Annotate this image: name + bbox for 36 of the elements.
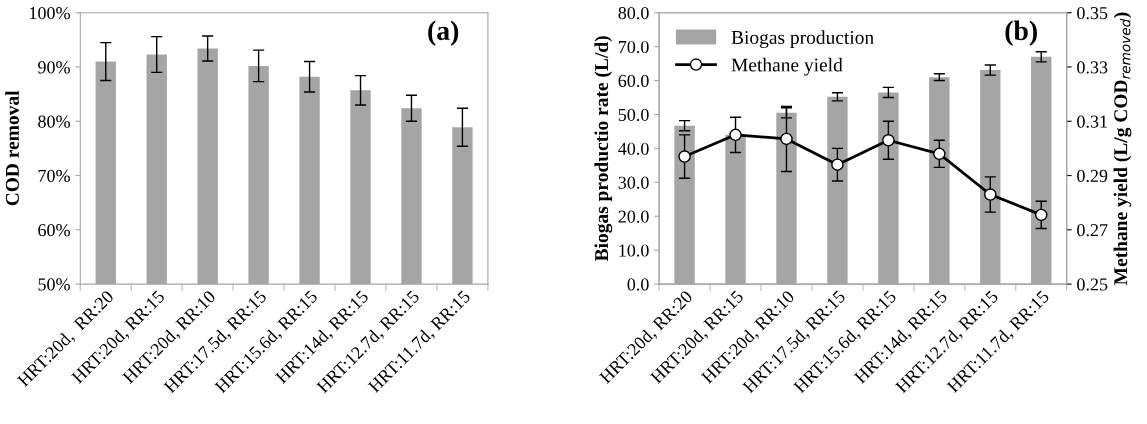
annotation: (b)	[1005, 20, 1037, 46]
y-tick-label: 100%	[30, 6, 70, 20]
y-tick-label: 40.0	[618, 142, 649, 155]
y-tick-label: 10.0	[619, 244, 649, 257]
y-tick-label: 80%	[38, 115, 70, 128]
point	[1034, 208, 1048, 222]
y2-tick-label: 0.25	[1077, 278, 1108, 291]
point	[831, 158, 844, 171]
y-tick-label: 70%	[38, 169, 70, 183]
y2-tick-label: 0.31	[1077, 115, 1107, 128]
y-tick-label: 70.0	[618, 40, 649, 54]
point	[933, 147, 946, 161]
annotation: (a)	[428, 20, 459, 46]
y2-tick-label: 0.27	[1077, 224, 1108, 237]
y-tick-label: 50%	[38, 278, 70, 291]
y2-axis-title: Methane yield (L/g COD$_{removed}$)	[1113, 12, 1132, 285]
y2-tick-label: 0.33	[1077, 61, 1108, 74]
y-tick-label: 90%	[38, 61, 70, 74]
y-tick-label: 80.0	[618, 6, 649, 20]
y-axis-title: Biogas productio rate (L/d)	[594, 36, 613, 262]
y-axis-title: COD removal	[5, 90, 19, 206]
point	[882, 134, 895, 147]
y-tick-label: 60.0	[618, 74, 649, 88]
y2-tick-label: 0.29	[1077, 169, 1108, 183]
y-tick-label: 30.0	[618, 176, 649, 189]
point	[780, 132, 793, 146]
point	[984, 188, 997, 201]
legend-label: Methane yield	[731, 57, 843, 76]
legend-label: Biogas production	[731, 30, 874, 49]
y2-tick-label: 0.35	[1077, 6, 1108, 20]
point	[729, 128, 742, 142]
y-tick-label: 60%	[38, 224, 70, 237]
point	[678, 150, 691, 163]
y-tick-label: 20.0	[618, 210, 649, 223]
y-tick-label: 0.0	[627, 278, 649, 291]
y-tick-label: 50.0	[618, 108, 649, 121]
